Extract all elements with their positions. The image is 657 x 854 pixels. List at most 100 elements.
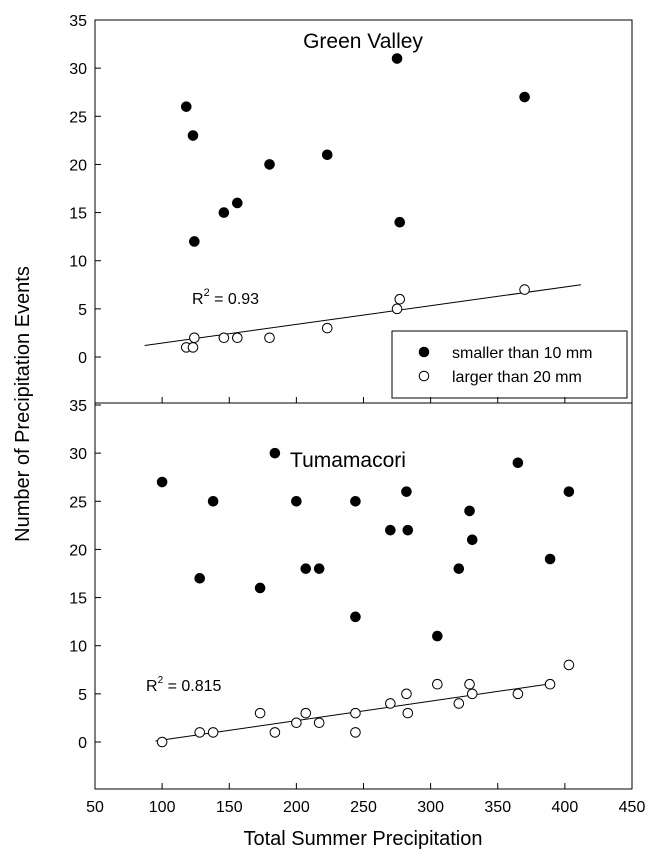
top-point-large-events [394,293,406,305]
bottom-point-small-events [313,563,325,574]
bottom-y-tick-label: 30 [69,446,87,463]
bottom-panel-title: Tumamacori [290,449,406,472]
top-r2-value: = 0.93 [210,291,259,308]
y-axis-title: Number of Precipitation Events [12,266,34,542]
bottom-point-large-events [544,678,556,690]
top-point-large-events [218,332,230,344]
top-point-large-events [232,332,243,344]
top-panel-title: Green Valley [303,30,423,53]
bottom-r2-value: = 0.815 [163,678,221,695]
top-y-tick-label: 30 [69,61,87,78]
top-point-small-events [187,130,199,141]
bottom-y-tick-label: 0 [78,735,87,752]
bottom-r2-label: R2 = 0.815 [146,675,222,695]
bottom-point-small-events [269,447,281,459]
bottom-point-large-events [350,727,361,738]
bottom-point-small-events [402,524,414,536]
bottom-point-small-events [512,457,524,469]
bottom-point-large-events [291,717,302,729]
top-point-small-events [189,236,200,247]
x-tick-label: 200 [283,799,310,816]
x-tick-label: 150 [216,799,243,816]
bottom-point-large-events [207,727,219,738]
bottom-point-large-events [402,707,414,719]
bottom-y-tick-label: 5 [78,687,87,704]
bottom-point-large-events [401,688,412,700]
top-point-small-events [519,91,530,103]
top-point-large-events [187,342,199,353]
x-axis-title: Total Summer Precipitation [244,828,483,850]
x-tick-label: 300 [417,799,444,816]
bottom-point-small-events [156,476,168,488]
top-point-small-events [180,101,192,112]
bottom-point-large-events [466,688,478,700]
x-tick-label: 450 [619,799,646,816]
bottom-y-tick-label: 15 [69,591,87,608]
x-tick-label: 100 [149,799,176,816]
x-tick-label: 250 [350,799,377,816]
top-point-small-events [232,197,243,209]
bottom-r2-superscript: 2 [158,675,164,686]
bottom-point-large-events [194,727,206,738]
bottom-point-small-events [453,563,465,574]
top-y-tick-label: 10 [69,254,87,271]
top-point-large-events [321,322,333,334]
top-y-tick-label: 25 [69,109,87,126]
top-y-tick-label: 5 [78,302,87,319]
bottom-point-small-events [401,486,412,497]
bottom-point-large-events [512,688,524,700]
legend-open-marker [418,370,430,382]
bottom-point-large-events [269,727,281,738]
bottom-point-large-events [350,707,361,719]
bottom-point-small-events [466,534,478,546]
bottom-point-large-events [563,659,575,671]
bottom-point-small-events [207,495,219,507]
top-r2-superscript: 2 [204,287,210,299]
bottom-point-large-events [385,698,396,709]
legend-box [391,330,628,399]
bottom-y-tick-label: 25 [69,494,87,511]
bottom-point-large-events [453,698,465,709]
top-point-small-events [391,53,403,64]
top-point-large-events [391,303,403,315]
x-tick-label: 400 [552,799,579,816]
legend-filled-marker [418,346,430,358]
top-y-tick-label: 20 [69,157,87,174]
bottom-point-large-events [254,707,266,719]
top-y-tick-label: 35 [69,13,87,30]
bottom-point-small-events [254,582,266,594]
bottom-point-small-events [194,573,206,584]
top-point-small-events [264,159,275,170]
bottom-point-small-events [300,563,312,574]
bottom-y-tick-label: 20 [69,542,87,559]
x-tick-label: 350 [484,799,511,816]
bottom-point-large-events [156,736,168,748]
top-trendline [144,284,582,346]
top-point-large-events [189,332,200,344]
top-r2-prefix: R [192,291,204,308]
bottom-y-tick-label: 10 [69,639,87,656]
legend-label-small: smaller than 10 mm [452,345,593,362]
top-r2-label: R2 = 0.93 [192,287,259,308]
top-y-tick-label: 15 [69,206,87,223]
legend: smaller than 10 mm larger than 20 mm [391,330,628,399]
bottom-point-small-events [350,611,361,623]
top-y-tick-label: 0 [78,350,87,367]
bottom-point-small-events [544,553,556,565]
legend-label-large: larger than 20 mm [452,369,582,386]
bottom-y-tick-label: 35 [69,398,87,415]
bottom-point-small-events [563,486,575,497]
bottom-point-small-events [350,495,361,507]
bottom-point-large-events [300,707,312,719]
top-point-large-events [264,332,275,344]
top-point-small-events [321,149,333,161]
bottom-point-small-events [432,630,443,642]
bottom-point-large-events [464,678,475,690]
top-point-small-events [218,207,230,218]
bottom-point-small-events [385,524,396,536]
bottom-point-small-events [464,505,475,517]
bottom-point-large-events [432,678,443,690]
